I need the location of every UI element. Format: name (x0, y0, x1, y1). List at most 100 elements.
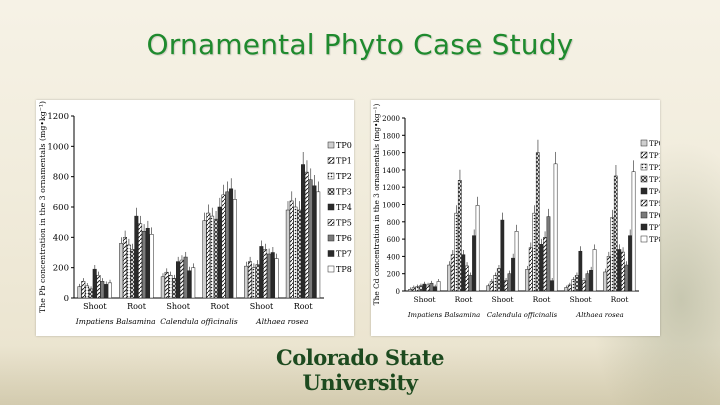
bar-tp0 (244, 265, 249, 299)
bar-tp7 (104, 284, 109, 299)
bar-tp8 (107, 282, 112, 299)
x-tick-label: Shoot (166, 302, 190, 311)
bar-tp2 (454, 212, 459, 292)
bar-tp7 (472, 235, 476, 292)
legend-swatch (327, 188, 335, 195)
bar-tp6 (266, 253, 271, 299)
bar-tp3 (613, 175, 618, 292)
bar-tp6 (624, 264, 629, 292)
x-tick-label: Root (127, 302, 147, 311)
y-tick-label: 200 (53, 264, 69, 274)
bar-tp5 (465, 265, 469, 292)
bar-tp6 (468, 275, 473, 292)
legend-label: TP8 (336, 265, 352, 274)
bar-tp4 (301, 164, 306, 299)
bar-tp1 (411, 287, 416, 292)
bar-tp3 (130, 249, 135, 299)
legend-label: TP0 (649, 139, 660, 148)
bar-tp4 (578, 250, 583, 292)
bar-tp4 (539, 244, 544, 292)
y-tick-label: 1800 (382, 132, 400, 140)
y-tick-label: 2000 (382, 115, 400, 123)
legend-label: TP0 (336, 141, 352, 150)
bar-tp0 (447, 264, 452, 292)
y-tick-label: 1200 (47, 112, 69, 122)
bar-tp1 (247, 261, 252, 299)
bar-tp3 (213, 218, 218, 299)
legend-swatch (640, 139, 648, 147)
bar-tp6 (507, 273, 512, 292)
bar-tp1 (164, 271, 169, 299)
bar-tp0 (603, 271, 608, 292)
bar-tp2 (126, 244, 131, 299)
bar-tp7 (511, 257, 515, 292)
x-tick-label: Root (533, 295, 551, 304)
y-tick-label: 600 (53, 203, 69, 213)
legend-label: TP7 (649, 223, 660, 232)
bar-tp4 (500, 219, 505, 292)
bar-tp3 (418, 285, 423, 292)
y-tick-label: 1200 (382, 184, 400, 192)
bar-tp3 (535, 152, 540, 292)
bar-tp0 (525, 269, 530, 292)
bar-tp2 (532, 212, 537, 292)
x-tick-label: Root (611, 295, 629, 304)
legend-label: TP6 (649, 211, 660, 220)
legend-label: TP5 (336, 219, 352, 228)
bar-tp4 (92, 268, 97, 299)
bar-tp7 (433, 286, 437, 292)
bar-tp0 (408, 289, 413, 292)
bar-tp2 (493, 275, 498, 292)
bar-tp0 (77, 286, 82, 299)
x-tick-label: Root (294, 302, 314, 311)
bar-tp4 (617, 249, 622, 292)
bar-tp8 (514, 231, 519, 292)
x-tick-label: Root (455, 295, 473, 304)
legend-label: TP7 (336, 250, 352, 259)
legend-swatch (640, 199, 648, 207)
legend-swatch (640, 223, 648, 231)
bar-tp7 (187, 270, 192, 299)
bar-tp1 (489, 281, 494, 292)
x-tick-label: Shoot (569, 295, 591, 304)
legend-swatch (640, 163, 648, 171)
bar-tp5 (138, 223, 143, 299)
csu-logo: Colorado State University (276, 345, 444, 395)
bar-tp3 (255, 264, 260, 299)
bar-tp7 (550, 280, 554, 292)
bar-tp2 (293, 206, 298, 299)
group-label: Impatiens Balsamina (75, 317, 156, 326)
y-tick-label: 600 (387, 236, 400, 244)
bar-tp4 (259, 246, 264, 299)
legend-swatch (327, 141, 335, 149)
bar-tp8 (592, 249, 597, 292)
background-grass (0, 345, 720, 405)
bar-tp2 (415, 286, 420, 292)
y-tick-label: 1000 (382, 202, 400, 210)
y-tick-label: 800 (53, 173, 69, 183)
legend-label: TP8 (649, 235, 660, 244)
legend-swatch (640, 151, 648, 159)
bar-tp4 (217, 206, 222, 299)
legend-label: TP2 (649, 163, 660, 172)
bar-tp3 (88, 288, 93, 299)
bar-tp1 (567, 284, 572, 292)
bar-tp3 (172, 278, 177, 299)
bar-tp6 (225, 191, 230, 299)
bar-tp1 (122, 237, 127, 299)
y-tick-label: 0 (64, 294, 69, 304)
bar-tp5 (621, 251, 625, 292)
legend-swatch (327, 234, 335, 242)
legend-label: TP4 (336, 203, 352, 212)
bar-tp8 (436, 281, 441, 292)
x-tick-label: Shoot (413, 295, 435, 304)
bar-tp6 (100, 281, 105, 299)
group-label: Calendula officinalis (487, 311, 558, 319)
legend-swatch (327, 172, 335, 180)
bar-tp3 (574, 275, 579, 292)
bar-tp2 (251, 267, 256, 299)
bar-tp8 (475, 205, 480, 292)
y-tick-label: 800 (387, 219, 400, 227)
bar-tp6 (585, 273, 590, 292)
